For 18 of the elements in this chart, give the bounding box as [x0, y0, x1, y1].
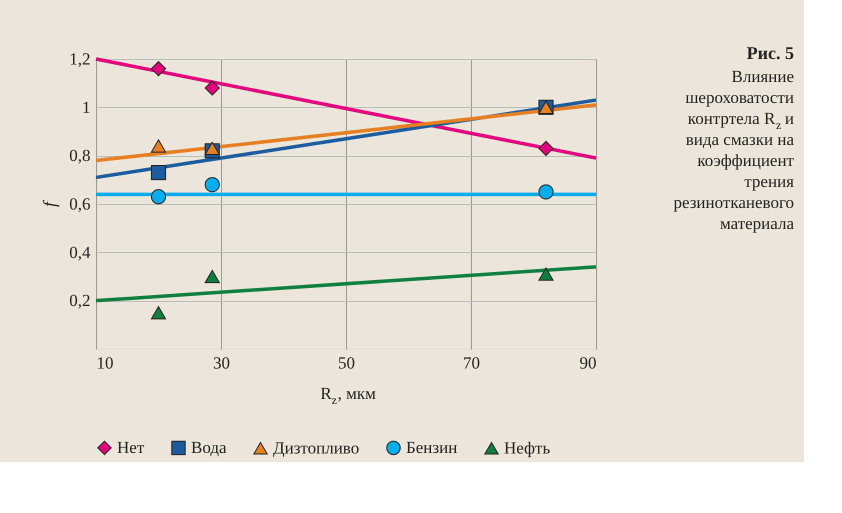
y-tick-label: 0,6	[69, 194, 90, 214]
x-tick-label: 90	[580, 354, 596, 372]
x-tick-label: 30	[213, 354, 230, 372]
legend-label: Нефть	[504, 438, 550, 458]
y-tick-label: 0,4	[69, 242, 91, 262]
legend-label: Вода	[191, 438, 227, 457]
legend-label: Дизтопливо	[273, 438, 360, 458]
legend-label: Бензин	[406, 438, 458, 457]
text: Рис. 5	[746, 43, 794, 63]
y-axis-title: f	[39, 199, 60, 208]
y-tick-label: 1	[82, 98, 90, 117]
legend-label: Нет	[117, 438, 145, 457]
y-tick-label: 1,2	[69, 50, 90, 68]
y-tick-label: 0,8	[69, 146, 90, 166]
y-tick-label: 0,2	[69, 291, 90, 310]
x-tick-label: 70	[463, 354, 480, 372]
x-tick-label: 10	[96, 354, 114, 372]
x-tick-label: 50	[338, 354, 355, 372]
